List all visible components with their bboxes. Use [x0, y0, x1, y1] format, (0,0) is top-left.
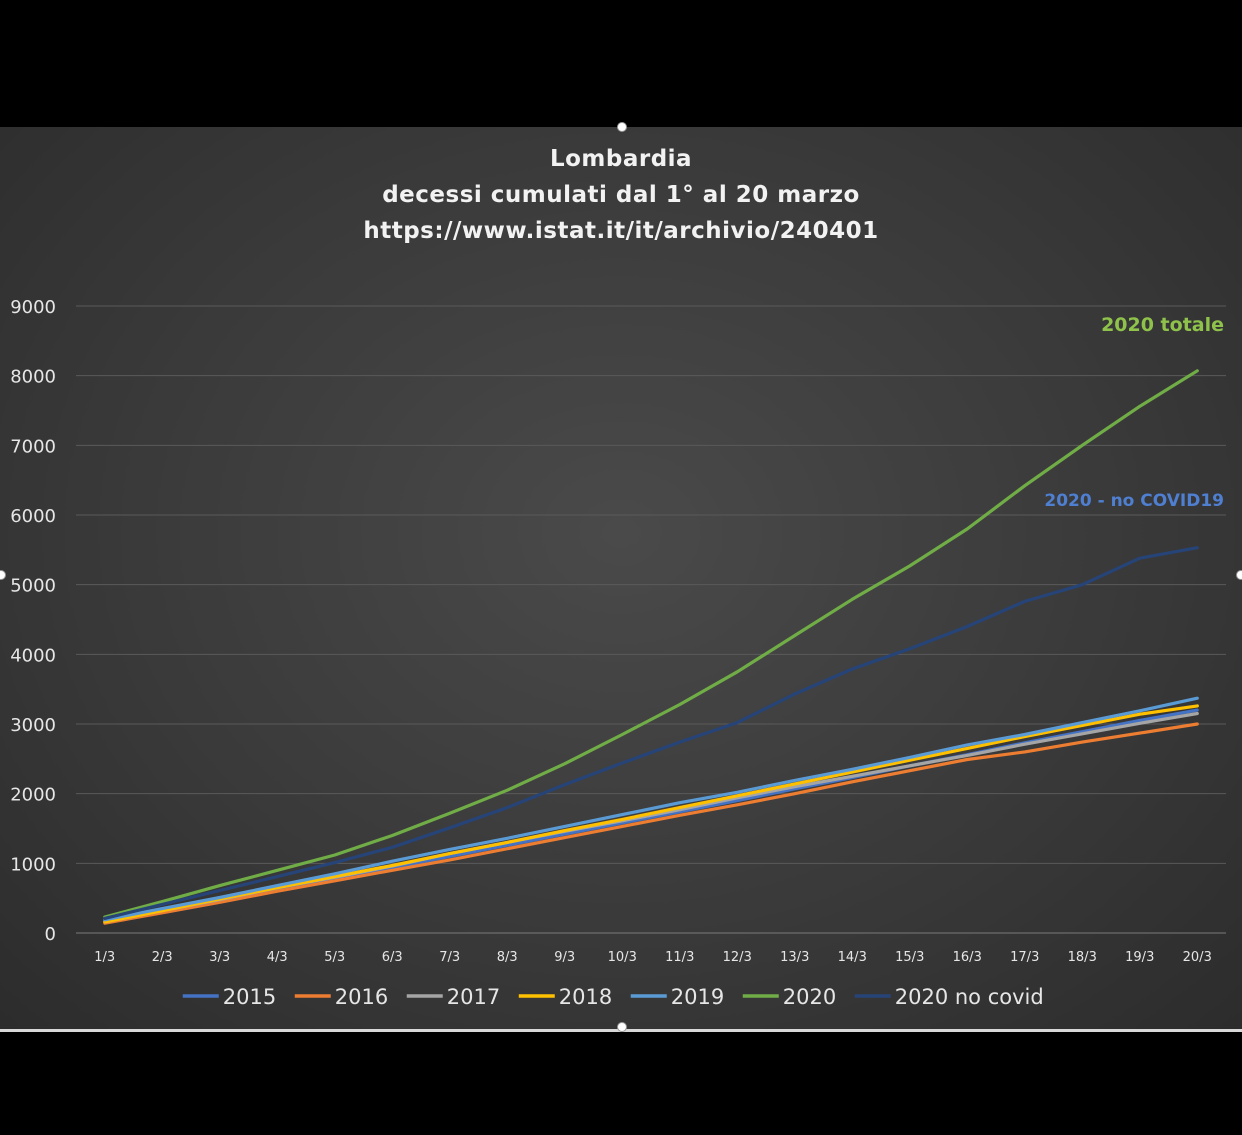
legend-label: 2015 — [223, 985, 276, 1009]
x-tick-label: 10/3 — [608, 950, 637, 965]
series-line-2018 — [103, 704, 1199, 924]
x-tick-label: 19/3 — [1125, 950, 1154, 965]
x-tick-label: 13/3 — [780, 950, 809, 965]
y-tick-label: 7000 — [10, 436, 56, 457]
line-chart: 0 1000 2000 3000 4000 5000 6000 7000 8000 9000 1/3… — [10, 297, 1226, 1009]
series-line-2020 — [103, 369, 1199, 919]
y-tick-label: 6000 — [10, 506, 56, 527]
annotation-2020-totale: 2020 totale — [1101, 314, 1224, 336]
x-tick-label: 16/3 — [953, 950, 982, 965]
legend-label: 2018 — [559, 985, 612, 1009]
legend-label: 2017 — [447, 985, 500, 1009]
x-tick-label: 4/3 — [267, 950, 288, 965]
x-tick-label: 9/3 — [554, 950, 575, 965]
selection-handle-bottom[interactable] — [617, 1022, 627, 1032]
legend-label: 2019 — [671, 985, 724, 1009]
series-line-2019 — [103, 696, 1199, 922]
x-tick-label: 12/3 — [723, 950, 752, 965]
x-tick-label: 14/3 — [838, 950, 867, 965]
selection-handle-right[interactable] — [1236, 570, 1242, 580]
legend-label: 2020 — [783, 985, 836, 1009]
x-tick-label: 18/3 — [1068, 950, 1097, 965]
x-tick-label: 11/3 — [665, 950, 694, 965]
x-tick-label: 7/3 — [439, 950, 460, 965]
y-tick-label: 1000 — [10, 854, 56, 875]
title-line-1: Lombardia — [549, 146, 693, 172]
title-line-2: decessi cumulati dal 1° al 20 marzo — [382, 182, 860, 208]
chart-panel: Lombardia decessi cumulati dal 1° al 20 … — [0, 122, 1242, 1032]
x-tick-label: 6/3 — [382, 950, 403, 965]
x-tick-label: 8/3 — [497, 950, 518, 965]
series-line-2020-no-covid — [103, 546, 1199, 921]
selection-handle-top[interactable] — [617, 122, 627, 132]
x-tick-label: 2/3 — [152, 950, 173, 965]
x-tick-label: 17/3 — [1010, 950, 1039, 965]
x-tick-label: 20/3 — [1183, 950, 1212, 965]
y-tick-label: 2000 — [10, 785, 56, 806]
y-tick-label: 5000 — [10, 576, 56, 597]
annotation-2020-no-covid19: 2020 - no COVID19 — [1044, 491, 1224, 511]
selection-handle-left[interactable] — [0, 570, 6, 580]
x-tick-label: 15/3 — [895, 950, 924, 965]
y-tick-label: 0 — [45, 924, 56, 945]
y-tick-label: 9000 — [10, 297, 56, 318]
chart-title: Lombardia decessi cumulati dal 1° al 20 … — [0, 141, 1242, 249]
legend-label: 2020 no covid — [895, 985, 1044, 1009]
x-tick-label: 1/3 — [94, 950, 115, 965]
legend-label: 2016 — [335, 985, 388, 1009]
x-tick-label: 3/3 — [209, 950, 230, 965]
title-line-3: https://www.istat.it/it/archivio/240401 — [363, 218, 879, 244]
y-tick-label: 3000 — [10, 715, 56, 736]
x-tick-label: 5/3 — [324, 950, 345, 965]
series-line-2016 — [103, 722, 1199, 925]
y-tick-label: 8000 — [10, 367, 56, 388]
y-tick-label: 4000 — [10, 645, 56, 666]
